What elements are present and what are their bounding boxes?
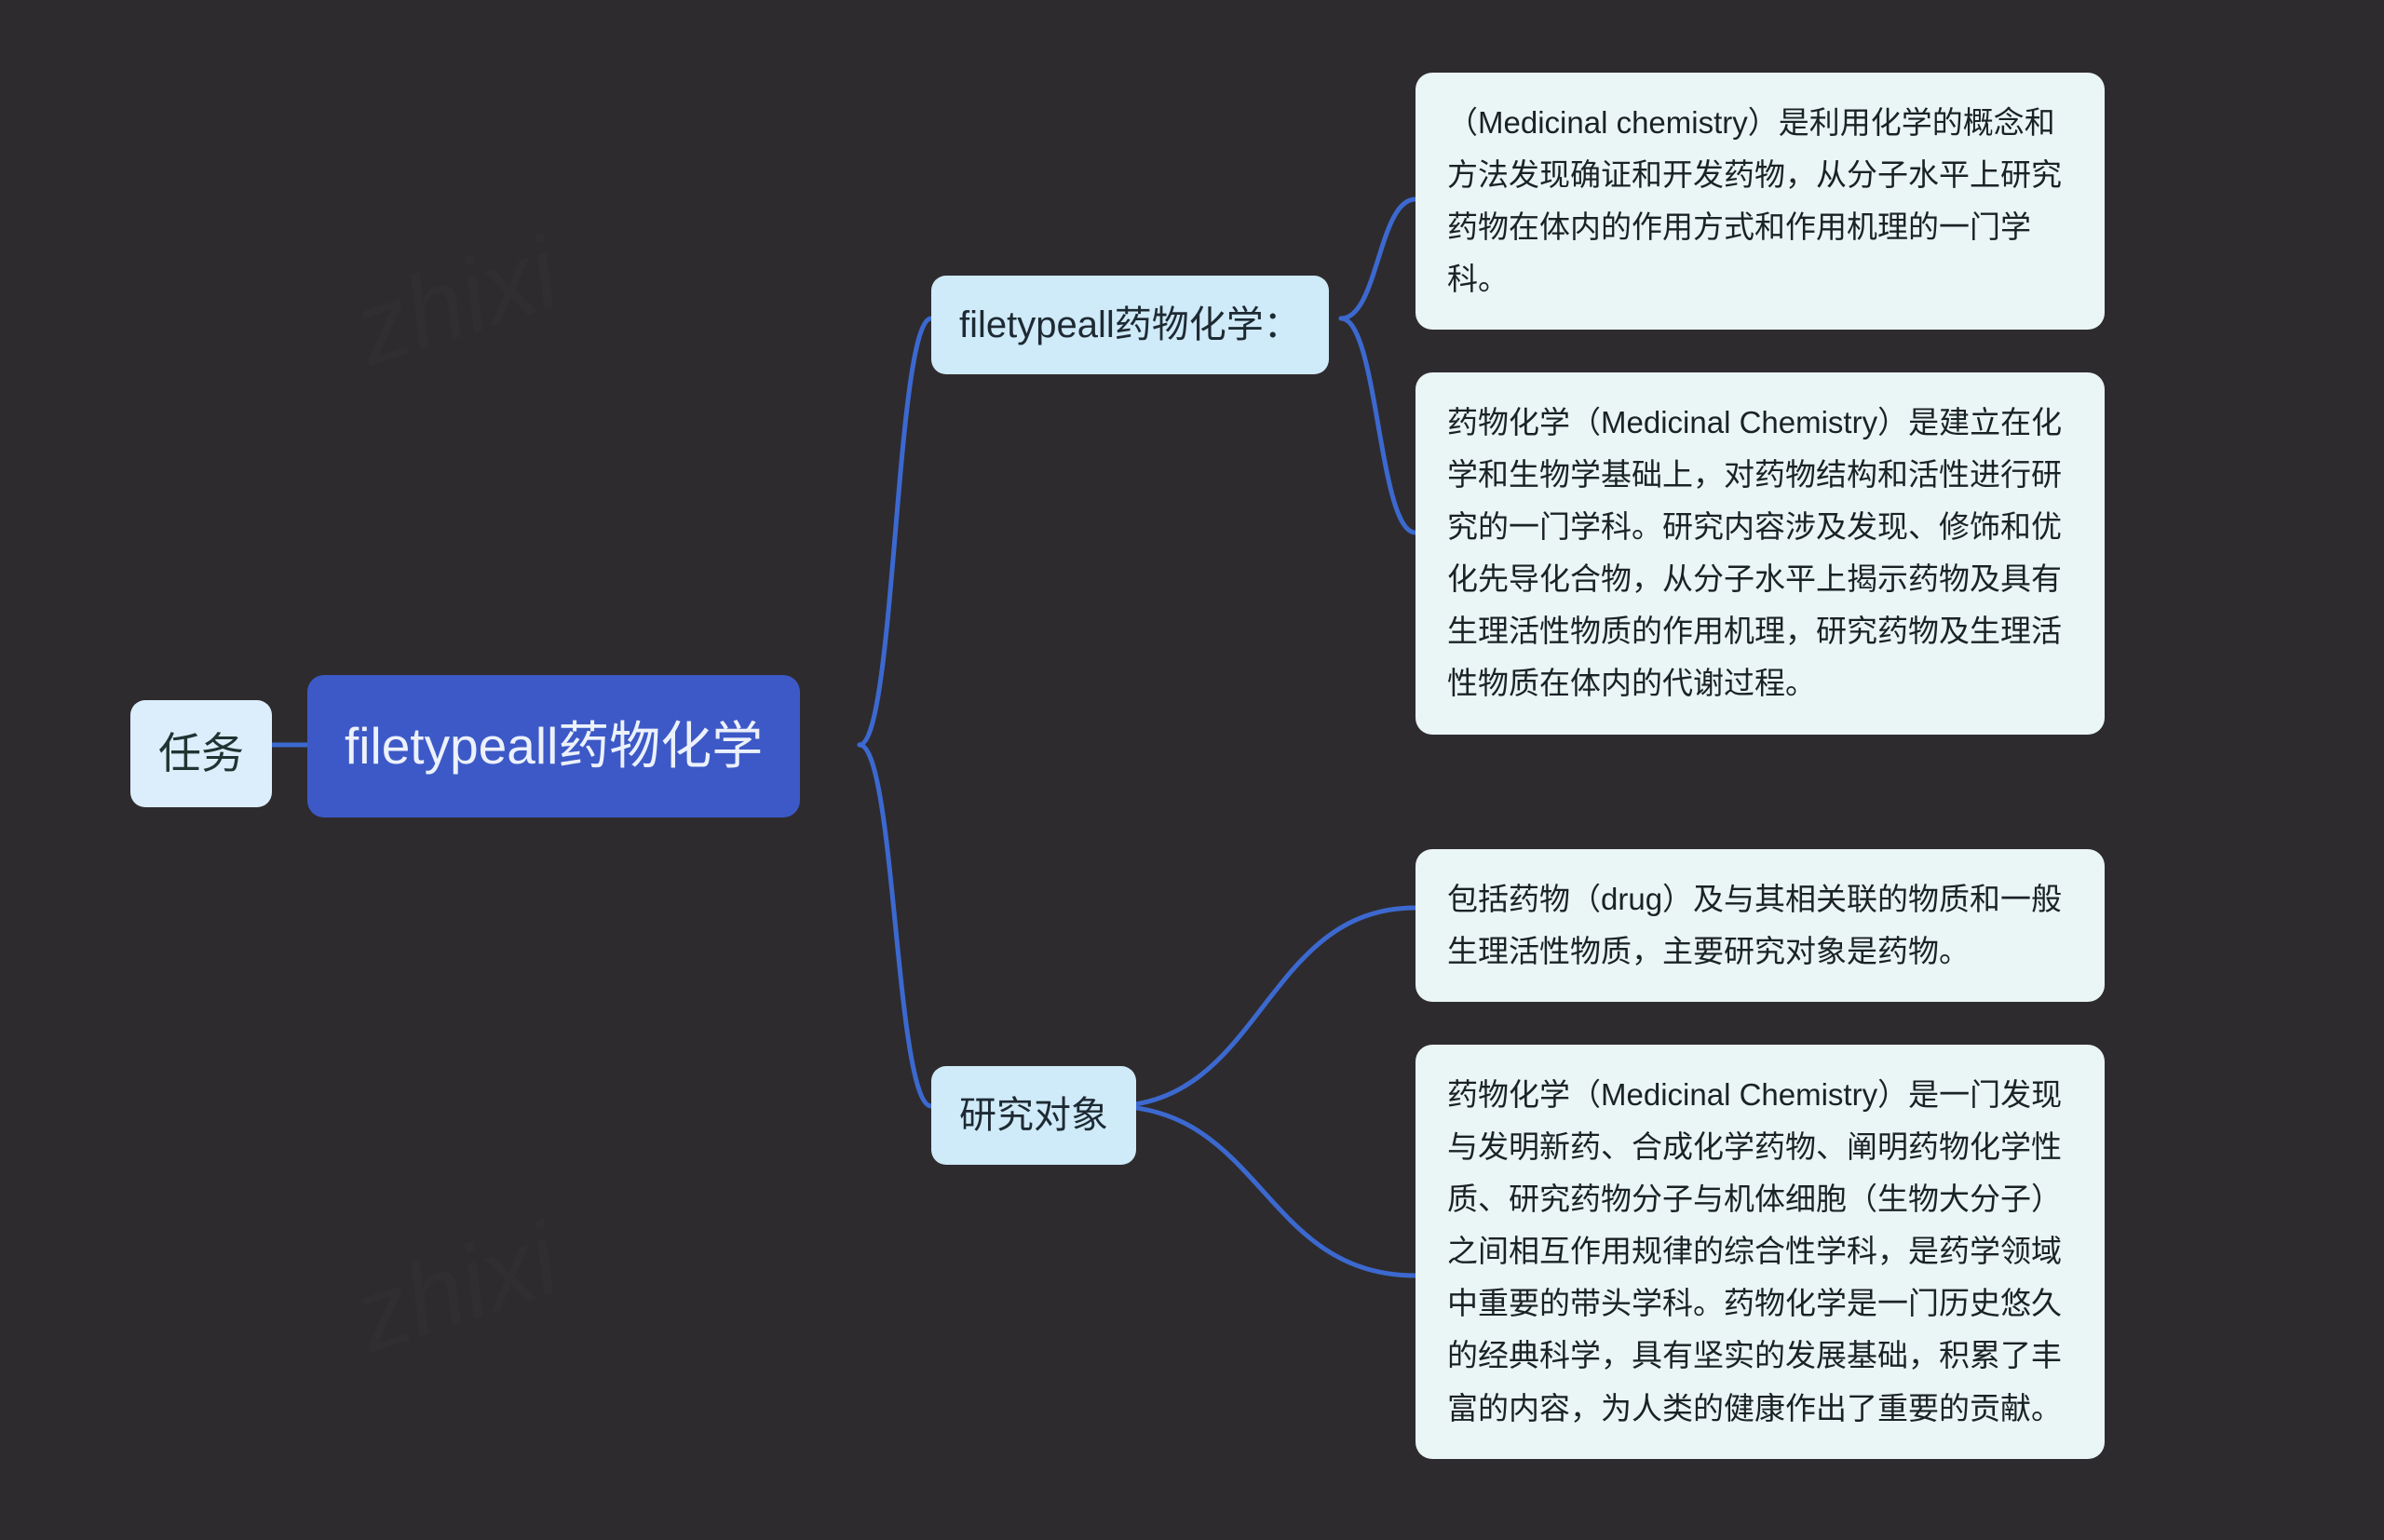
- node-branch-research-object[interactable]: 研究对象: [931, 1066, 1136, 1165]
- node-leaf-b1-text: 包括药物（drug）及与其相关联的物质和一般生理活性物质，主要研究对象是药物。: [1447, 882, 2062, 968]
- node-leaf-a2-text: 药物化学（Medicinal Chemistry）是建立在化学和生物学基础上，对…: [1447, 405, 2062, 700]
- node-leaf-a2[interactable]: 药物化学（Medicinal Chemistry）是建立在化学和生物学基础上，对…: [1416, 372, 2105, 735]
- node-main[interactable]: filetypeall药物化学: [307, 675, 800, 817]
- node-branch-chemistry-label: filetypeall药物化学：: [959, 304, 1301, 345]
- node-leaf-b2-text: 药物化学（Medicinal Chemistry）是一门发现与发明新药、合成化学…: [1447, 1077, 2062, 1425]
- node-branch-research-object-label: 研究对象: [959, 1095, 1108, 1136]
- node-leaf-b2[interactable]: 药物化学（Medicinal Chemistry）是一门发现与发明新药、合成化学…: [1416, 1045, 2105, 1459]
- watermark: zhixi: [341, 1200, 573, 1376]
- node-leaf-a1[interactable]: （Medicinal chemistry）是利用化学的概念和方法发现确证和开发药…: [1416, 73, 2105, 330]
- node-leaf-b1[interactable]: 包括药物（drug）及与其相关联的物质和一般生理活性物质，主要研究对象是药物。: [1416, 849, 2105, 1002]
- node-main-label: filetypeall药物化学: [345, 717, 763, 775]
- node-root-label: 任务: [158, 729, 244, 777]
- node-root[interactable]: 任务: [130, 700, 272, 807]
- node-leaf-a1-text: （Medicinal chemistry）是利用化学的概念和方法发现确证和开发药…: [1447, 105, 2062, 296]
- node-branch-chemistry[interactable]: filetypeall药物化学：: [931, 276, 1329, 374]
- watermark: zhixi: [341, 213, 573, 389]
